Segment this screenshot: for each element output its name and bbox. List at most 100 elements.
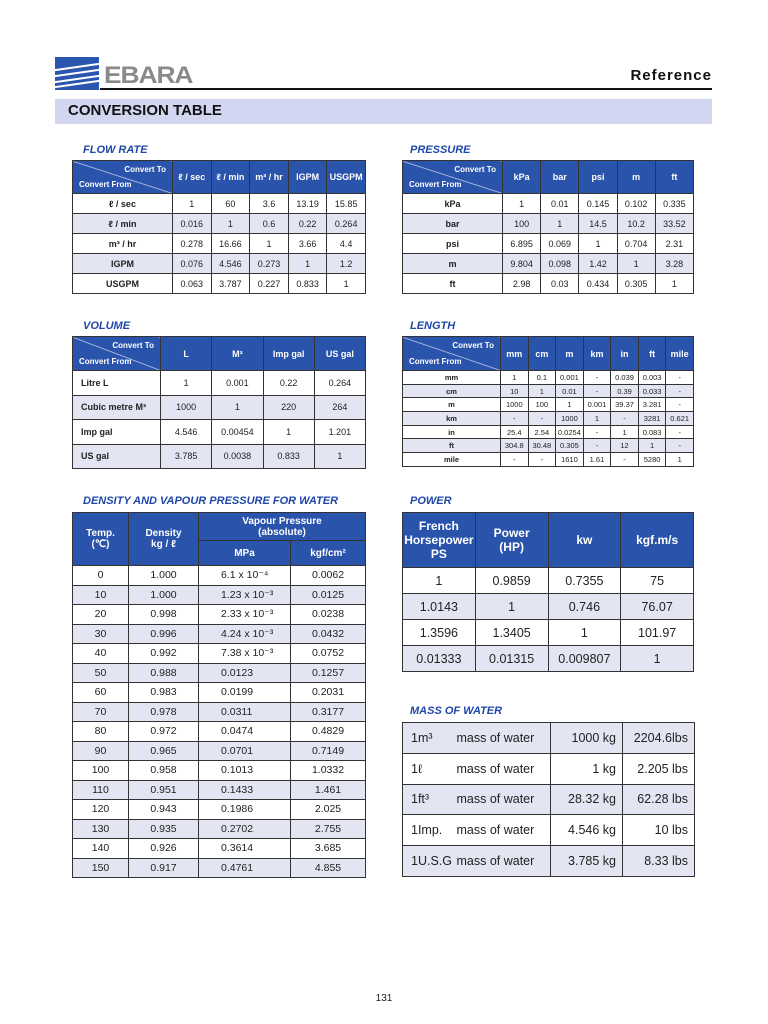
table-row: cm 10 1 0.01-0.39 0.033- [402, 383, 694, 399]
pressure-table: Convert To Convert From kPa bar psi m ft kPa 1 0.… [402, 160, 695, 294]
table-row: ft 304.8 30.48 0.305-12 1- [402, 438, 694, 454]
table-cell: 10 [72, 584, 129, 605]
table-row: mm 1 0.1 0.001-0.039 0.003- [402, 370, 694, 385]
table-cell: 0.998 [128, 604, 199, 625]
table-cell: 0.4761 [198, 857, 291, 878]
table-cell: 50 [72, 662, 129, 683]
table-cell: 4.546 [210, 253, 251, 274]
table-cell: 304.8 [500, 438, 529, 454]
table-cell: 1 [620, 645, 694, 672]
table-cell: 0.01 [555, 383, 584, 399]
table-cell: 0.833 [287, 273, 328, 294]
column-header: ℓ / min [210, 160, 251, 194]
table-cell: 2.025 [290, 799, 366, 820]
table-row: 130 0.935 0.2702 2.755 [72, 818, 366, 839]
table-row: Cubic metre M³ 1000 1 220 264 [72, 394, 367, 420]
table-cell: 0 [72, 565, 129, 586]
convert-to-label: Convert To [454, 165, 496, 174]
kg-cell: 1000 kg [550, 722, 623, 754]
header-row: Convert To Convert From kPa bar psi m ft [402, 160, 695, 194]
table-cell: 0.278 [172, 233, 212, 254]
table-cell: 0.0474 [198, 721, 291, 742]
table-cell: 0.22 [287, 213, 328, 234]
column-header: m³ / hr [249, 160, 289, 194]
column-header: bar [540, 160, 580, 194]
table-cell: 3.785 [159, 443, 213, 469]
table-cell: 0.0062 [290, 565, 366, 586]
header-row: Convert To Convert From mm cm m km in ft mile [402, 336, 694, 371]
column-header: French Horsepower PS [402, 512, 476, 568]
table-cell: 33.52 [654, 213, 695, 234]
table-row: 70 0.978 0.0311 0.3177 [72, 701, 366, 722]
row-header: mm [402, 370, 501, 385]
table-cell: 2.755 [290, 818, 366, 839]
row-header: km [402, 411, 501, 426]
table-cell: 1 [616, 253, 656, 274]
table-row: 1ft³ mass of water 28.32 kg 62.28 lbs [402, 783, 695, 816]
header-rule [100, 88, 712, 90]
table-cell: 0.016 [172, 213, 212, 234]
table-cell: 75 [620, 567, 694, 594]
table-cell: 0.1013 [198, 760, 291, 781]
table-cell: 1000 [555, 411, 584, 426]
table-row: psi 6.895 0.069 1 0.704 2.31 [402, 233, 695, 254]
table-cell: 1.61 [582, 452, 612, 467]
row-header: mile [402, 452, 501, 467]
column-header: M³ [211, 336, 264, 371]
convert-corner-cell: Convert To Convert From [402, 336, 501, 371]
table-cell: 0.0432 [290, 623, 366, 644]
table-cell: 1610 [555, 452, 584, 467]
table-cell: 0.01333 [402, 645, 476, 672]
row-header: ℓ / sec [72, 193, 173, 214]
table-cell: 0.434 [578, 273, 618, 294]
table-cell: 1 [262, 419, 315, 445]
table-cell: 0.0311 [198, 701, 291, 722]
header-vapour-pressure: Vapour Pressure (absolute) [198, 512, 366, 541]
column-header: in [610, 336, 639, 371]
table-cell: 3.28 [654, 253, 695, 274]
column-header: ℓ / sec [172, 160, 212, 194]
table-cell: 0.3177 [290, 701, 366, 722]
table-row: 40 0.992 7.38 x 10⁻³ 0.0752 [72, 643, 366, 664]
table-cell: 70 [72, 701, 129, 722]
row-header: bar [402, 213, 503, 234]
column-header: m [555, 336, 584, 371]
header-mpa: MPa [198, 540, 291, 566]
table-cell: 0.0701 [198, 740, 291, 761]
table-cell: 0.01315 [474, 645, 549, 672]
table-row: ft 2.98 0.03 0.434 0.305 1 [402, 273, 695, 294]
table-cell: 1 [249, 233, 289, 254]
table-cell: 2.98 [501, 273, 542, 294]
power-title: POWER [410, 495, 452, 507]
table-cell: 0.102 [616, 193, 656, 214]
table-cell: 1 [547, 619, 622, 646]
table-row: 90 0.965 0.0701 0.7149 [72, 740, 366, 761]
row-header: m³ / hr [72, 233, 173, 254]
column-header: USGPM [326, 160, 366, 194]
table-row: 1.0143 1 0.746 76.07 [402, 593, 694, 620]
table-cell: 1.000 [128, 565, 199, 586]
table-cell: 0.001 [582, 397, 612, 413]
header-row: French Horsepower PS Power (HP) kw kgf.m/s [402, 512, 694, 568]
table-cell: 0.621 [665, 411, 694, 426]
table-cell: 1 [540, 213, 580, 234]
table-cell: 1.461 [290, 779, 366, 800]
column-header: km [582, 336, 612, 371]
table-cell: 0.098 [540, 253, 580, 274]
column-header: IGPM [287, 160, 328, 194]
table-cell: 2.31 [654, 233, 695, 254]
table-cell: - [665, 370, 694, 385]
kg-cell: 28.32 kg [550, 783, 623, 816]
table-cell: 1.23 x 10⁻³ [198, 584, 291, 605]
length-title: LENGTH [410, 320, 456, 332]
table-row: bar 100 1 14.5 10.2 33.52 [402, 213, 695, 234]
table-cell: 0.833 [262, 443, 315, 469]
table-cell: 0.264 [313, 370, 367, 396]
table-cell: 4.4 [326, 233, 366, 254]
table-cell: - [527, 411, 557, 426]
table-cell: 1.3596 [402, 619, 476, 646]
row-header: m [402, 253, 503, 274]
table-cell: 3.66 [287, 233, 328, 254]
row-header: Cubic metre M³ [72, 394, 161, 420]
unit-cell: 1m³ [402, 722, 453, 754]
